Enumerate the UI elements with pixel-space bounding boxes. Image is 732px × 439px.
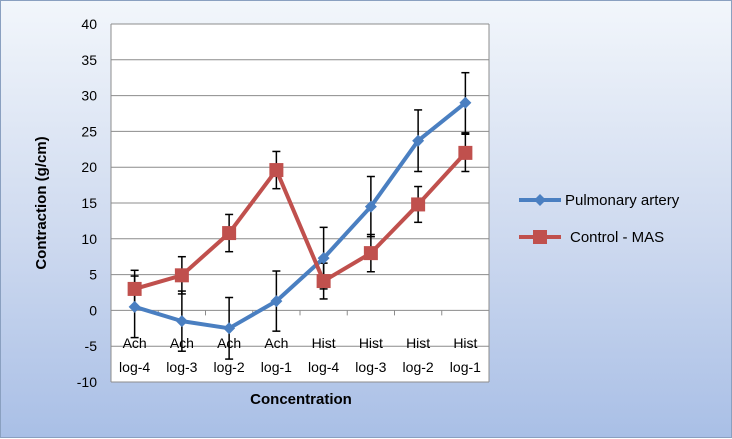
x-tick-label: log-1 bbox=[450, 359, 481, 375]
x-tick-label: Hist bbox=[312, 335, 336, 351]
legend-label: Control - MAS bbox=[570, 229, 664, 246]
y-tick-label: 5 bbox=[89, 267, 97, 283]
y-tick-label: 10 bbox=[81, 231, 97, 247]
data-point bbox=[128, 300, 141, 313]
legend-label: Pulmonary artery bbox=[565, 192, 680, 209]
data-point bbox=[269, 163, 284, 178]
x-tick-label: Ach bbox=[264, 335, 288, 351]
y-tick-label: 35 bbox=[81, 52, 97, 68]
data-point bbox=[175, 315, 188, 328]
y-tick-labels: 40 35 30 25 20 15 10 5 0 -5 -10 bbox=[77, 16, 97, 390]
x-tick-label: Hist bbox=[453, 335, 477, 351]
data-point bbox=[412, 134, 425, 147]
data-point bbox=[174, 268, 189, 283]
data-point bbox=[459, 96, 472, 109]
y-tick-label: 40 bbox=[81, 16, 97, 32]
x-tick-label: log-4 bbox=[119, 359, 150, 375]
series-markers bbox=[127, 96, 473, 335]
x-tick-label: log-2 bbox=[214, 359, 245, 375]
y-tick-label: -5 bbox=[85, 338, 98, 354]
x-tick-label: log-3 bbox=[355, 359, 386, 375]
series-line bbox=[134, 151, 467, 291]
y-tick-label: 15 bbox=[81, 195, 97, 211]
data-point bbox=[270, 295, 283, 308]
data-point bbox=[458, 145, 473, 160]
x-tick-label: Ach bbox=[123, 335, 147, 351]
data-point bbox=[364, 200, 377, 213]
x-tick-label: Hist bbox=[406, 335, 430, 351]
series-lines bbox=[134, 101, 467, 331]
x-tick-label: log-4 bbox=[308, 359, 339, 375]
legend-marker bbox=[534, 194, 546, 206]
data-point bbox=[363, 246, 378, 261]
y-tick-label: 25 bbox=[81, 123, 97, 139]
y-axis-title: Contraction (g/cm) bbox=[33, 136, 50, 269]
y-tick-label: -10 bbox=[77, 374, 97, 390]
x-axis-title: Concentration bbox=[250, 391, 352, 408]
data-point bbox=[222, 226, 237, 241]
gridlines bbox=[110, 23, 490, 383]
data-point bbox=[127, 281, 142, 296]
legend: Pulmonary artery Control - MAS bbox=[519, 192, 680, 246]
legend-marker bbox=[533, 230, 547, 244]
x-tick-label: log-2 bbox=[403, 359, 434, 375]
x-tick-label: log-3 bbox=[166, 359, 197, 375]
y-tick-label: 0 bbox=[89, 302, 97, 318]
series-line bbox=[134, 101, 467, 331]
data-point bbox=[317, 252, 330, 265]
x-tick-label: log-1 bbox=[261, 359, 292, 375]
data-point bbox=[411, 197, 426, 212]
x-tick-labels: Achlog-4Achlog-3Achlog-2Achlog-1Histlog-… bbox=[119, 335, 481, 375]
data-point bbox=[223, 322, 236, 335]
x-tick-label: Hist bbox=[359, 335, 383, 351]
y-tick-label: 30 bbox=[81, 88, 97, 104]
y-tick-label: 20 bbox=[81, 159, 97, 175]
data-point bbox=[316, 274, 331, 289]
